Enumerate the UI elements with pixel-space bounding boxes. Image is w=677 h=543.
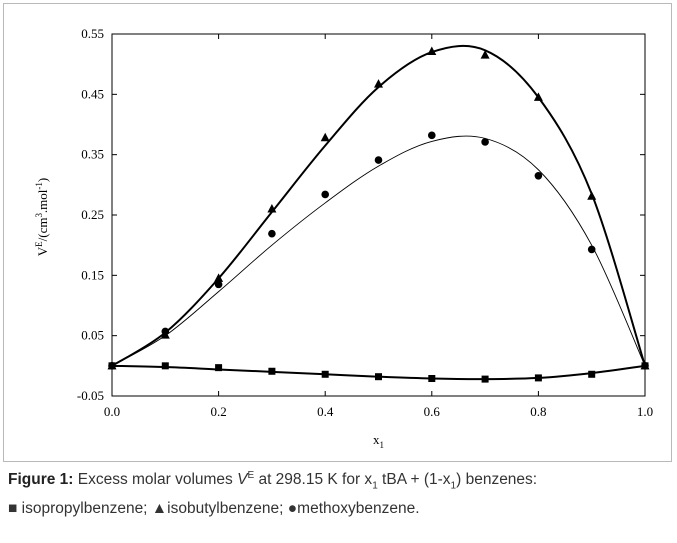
point-methoxybenzene bbox=[534, 171, 543, 180]
caption-v: V bbox=[237, 471, 248, 489]
plot-area: -0.05 0.05 0.15 0.25 0.35 0.45 0.55 0.0 0.2 0.4 0.… bbox=[34, 26, 653, 450]
x-tick-label: 0.8 bbox=[530, 404, 546, 419]
point-isopropylbenzene bbox=[481, 375, 489, 383]
point-methoxybenzene bbox=[321, 190, 330, 199]
x-axis-title: x1 bbox=[373, 432, 384, 450]
x-tick-label: 1.0 bbox=[637, 404, 653, 419]
y-axis-title: VE/(cm3.mol-1) bbox=[34, 178, 50, 257]
circle-marker-icon: ● bbox=[287, 500, 298, 518]
point-isopropylbenzene bbox=[215, 364, 223, 372]
caption-text: at 298.15 K for x bbox=[254, 471, 373, 489]
point-methoxybenzene bbox=[161, 327, 170, 336]
caption-sub: 1 bbox=[450, 480, 457, 492]
chart-svg: -0.05 0.05 0.15 0.25 0.35 0.45 0.55 0.0 0.2 0.4 0.… bbox=[34, 26, 653, 450]
y-tick-label: 0.15 bbox=[81, 267, 104, 282]
point-isobutylbenzene bbox=[427, 46, 437, 55]
y-tick-label: 0.35 bbox=[81, 147, 104, 162]
point-isopropylbenzene bbox=[375, 373, 382, 381]
caption-v-sup: E bbox=[247, 470, 255, 481]
caption-text: tBA + (1-x bbox=[377, 471, 451, 489]
x-tick-label: 0.2 bbox=[210, 404, 226, 419]
point-methoxybenzene bbox=[587, 245, 596, 254]
figure-caption: Figure 1: Excess molar volumes VE at 298… bbox=[8, 464, 672, 520]
caption-label: Figure 1: bbox=[8, 471, 74, 489]
point-isobutylbenzene bbox=[533, 92, 543, 101]
y-tick-label: 0.05 bbox=[81, 328, 104, 343]
point-isobutylbenzene bbox=[480, 50, 490, 59]
point-isopropylbenzene bbox=[534, 374, 542, 382]
caption-sub: 1 bbox=[372, 480, 378, 492]
point-isopropylbenzene bbox=[161, 362, 169, 370]
point-methoxybenzene bbox=[428, 131, 436, 140]
point-isopropylbenzene bbox=[428, 375, 436, 383]
y-tick-label: -0.05 bbox=[77, 388, 104, 403]
point-isopropylbenzene bbox=[588, 370, 596, 378]
point-isobutylbenzene bbox=[587, 191, 597, 200]
caption-legend-isopropyl: isopropylbenzene; bbox=[17, 500, 152, 518]
x-tick-label: 0.4 bbox=[317, 404, 334, 419]
point-methoxybenzene bbox=[214, 280, 223, 289]
fit-line-isobutylbenzene bbox=[111, 44, 646, 367]
triangle-marker-icon: ▲ bbox=[151, 500, 168, 518]
caption-line-2: ■ isopropylbenzene; ▲isobutylbenzene; ●m… bbox=[8, 497, 672, 520]
point-isopropylbenzene bbox=[321, 370, 329, 378]
point-methoxybenzene bbox=[268, 229, 276, 238]
point-isobutylbenzene bbox=[374, 79, 383, 88]
point-isobutylbenzene bbox=[267, 203, 277, 213]
point-methoxybenzene bbox=[374, 156, 383, 164]
point-methoxybenzene bbox=[108, 362, 116, 370]
caption-legend-isobutyl: isobutylbenzene; bbox=[167, 500, 288, 518]
y-tick-label: 0.45 bbox=[81, 86, 104, 101]
caption-text: Excess molar volumes bbox=[73, 471, 238, 489]
square-marker-icon: ■ bbox=[8, 500, 18, 518]
caption-text: ) benzenes: bbox=[456, 471, 538, 489]
point-isopropylbenzene bbox=[268, 367, 276, 375]
x-tick-label: 0.6 bbox=[424, 404, 441, 419]
caption-line-1: Figure 1: Excess molar volumes VE at 298… bbox=[8, 464, 672, 497]
x-tick-label: 0.0 bbox=[104, 404, 120, 419]
point-isobutylbenzene bbox=[320, 132, 330, 142]
y-tick-label: 0.55 bbox=[81, 26, 104, 41]
y-tick-label: 0.25 bbox=[81, 207, 104, 222]
point-isobutylbenzene bbox=[214, 273, 224, 282]
point-methoxybenzene bbox=[641, 362, 649, 370]
point-methoxybenzene bbox=[481, 138, 489, 146]
chart-frame: -0.05 0.05 0.15 0.25 0.35 0.45 0.55 0.0 0.2 0.4 0.… bbox=[3, 3, 672, 462]
caption-legend-methoxy: methoxybenzene. bbox=[297, 500, 420, 518]
fit-line-methoxybenzene bbox=[111, 135, 646, 367]
